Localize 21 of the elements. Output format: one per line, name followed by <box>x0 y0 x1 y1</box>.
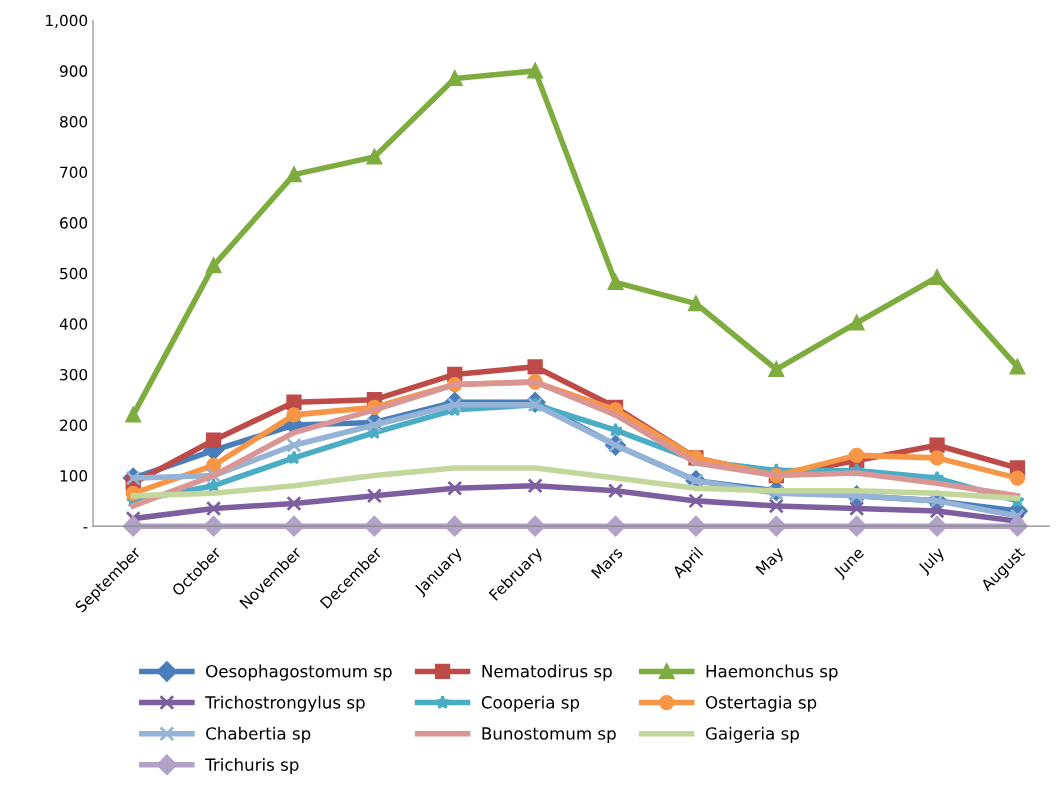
y-tick-label: 200 <box>60 419 88 432</box>
legend-label: Ostertagia sp <box>705 695 817 712</box>
y-tick-label: 700 <box>60 166 88 179</box>
legend-label: Gaigeria sp <box>705 726 799 743</box>
legend-label: Trichostrongylus sp <box>205 695 365 712</box>
legend-label: Trichuris sp <box>205 757 299 775</box>
y-tick-label: 600 <box>60 217 88 229</box>
y-tick-label: 100 <box>60 470 88 482</box>
y-tick-label: 400 <box>59 318 88 330</box>
legend-label: Haemonchus sp <box>706 664 838 681</box>
y-tick-label: 900 <box>59 65 88 77</box>
legend-label: Nematodirus sp <box>482 664 612 681</box>
y-tick-label: 500 <box>60 267 88 280</box>
legend-label: Chabertia sp <box>206 726 311 743</box>
legend-label: Cooperia sp <box>481 695 580 712</box>
legend-label: Bunostomum sp <box>482 727 616 743</box>
y-tick-label: 1,000 <box>46 14 88 28</box>
y-tick-label: 300 <box>60 368 88 381</box>
y-tick-label: - <box>83 527 88 529</box>
legend-label: Oesophagostomum sp <box>206 664 392 681</box>
y-tick-label: 800 <box>60 115 88 128</box>
